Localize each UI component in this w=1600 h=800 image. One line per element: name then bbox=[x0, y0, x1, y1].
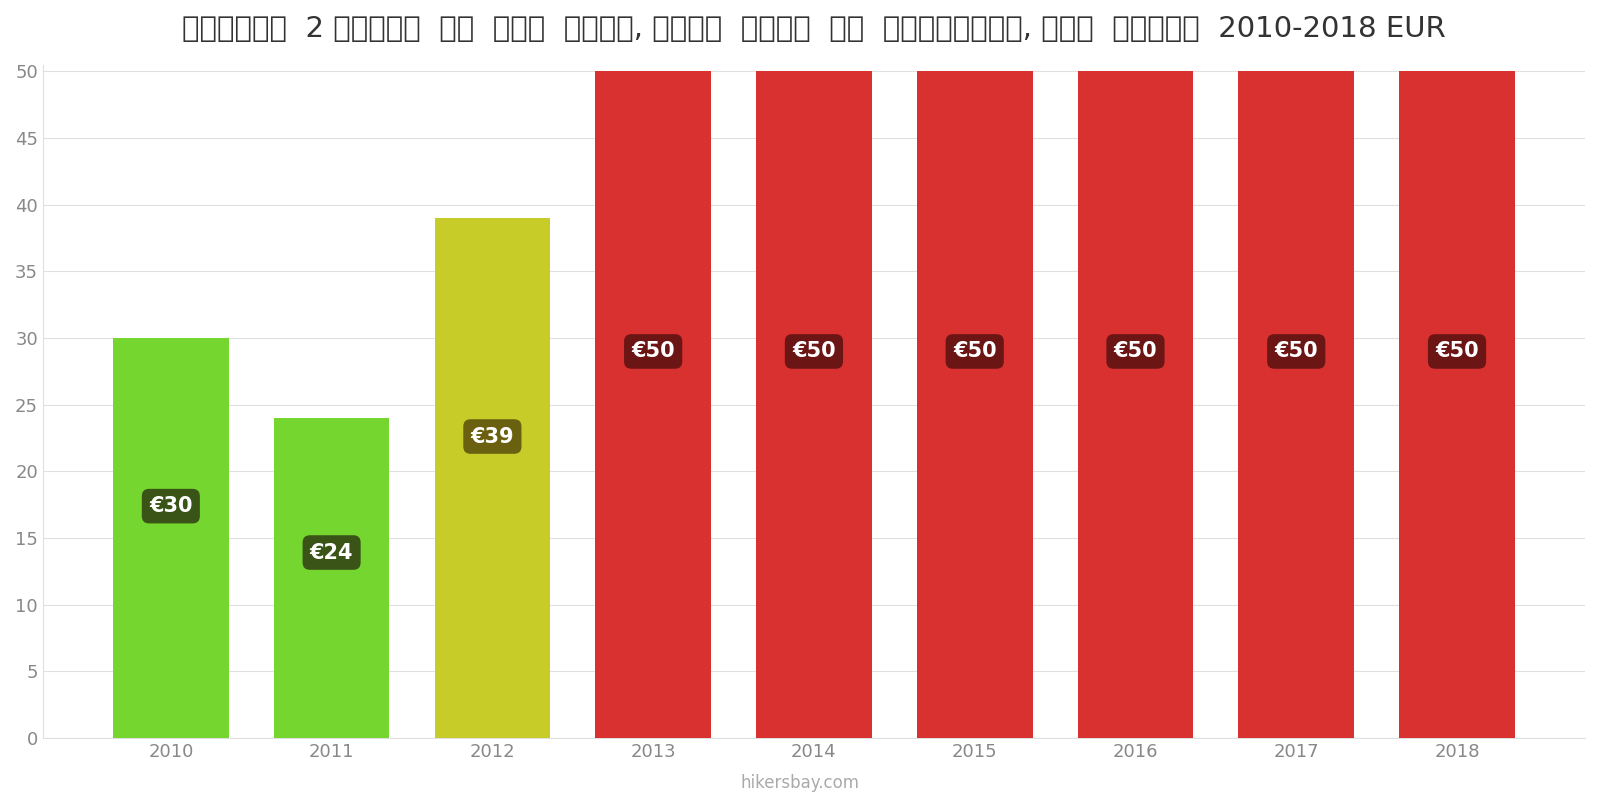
Text: €50: €50 bbox=[1435, 342, 1478, 362]
Text: €50: €50 bbox=[1275, 342, 1318, 362]
Bar bbox=[595, 71, 710, 738]
Text: €50: €50 bbox=[1114, 342, 1157, 362]
Title: माल्टा  2 लोगों  के  लिए  भोजन, मध्य  दूरी  के  रेस्तरां, तीन  कोर्स  2010-2018 : माल्टा 2 लोगों के लिए भोजन, मध्य दूरी के… bbox=[182, 15, 1446, 43]
Text: hikersbay.com: hikersbay.com bbox=[741, 774, 859, 792]
Text: €50: €50 bbox=[954, 342, 997, 362]
Text: €24: €24 bbox=[310, 542, 354, 562]
Bar bbox=[1238, 71, 1354, 738]
Text: €50: €50 bbox=[792, 342, 835, 362]
Text: €50: €50 bbox=[632, 342, 675, 362]
Bar bbox=[1077, 71, 1194, 738]
Bar bbox=[114, 338, 229, 738]
Bar bbox=[435, 218, 550, 738]
Bar bbox=[757, 71, 872, 738]
Text: €39: €39 bbox=[470, 426, 514, 446]
Bar bbox=[917, 71, 1032, 738]
Text: €30: €30 bbox=[149, 496, 192, 516]
Bar bbox=[274, 418, 389, 738]
Bar bbox=[1398, 71, 1515, 738]
